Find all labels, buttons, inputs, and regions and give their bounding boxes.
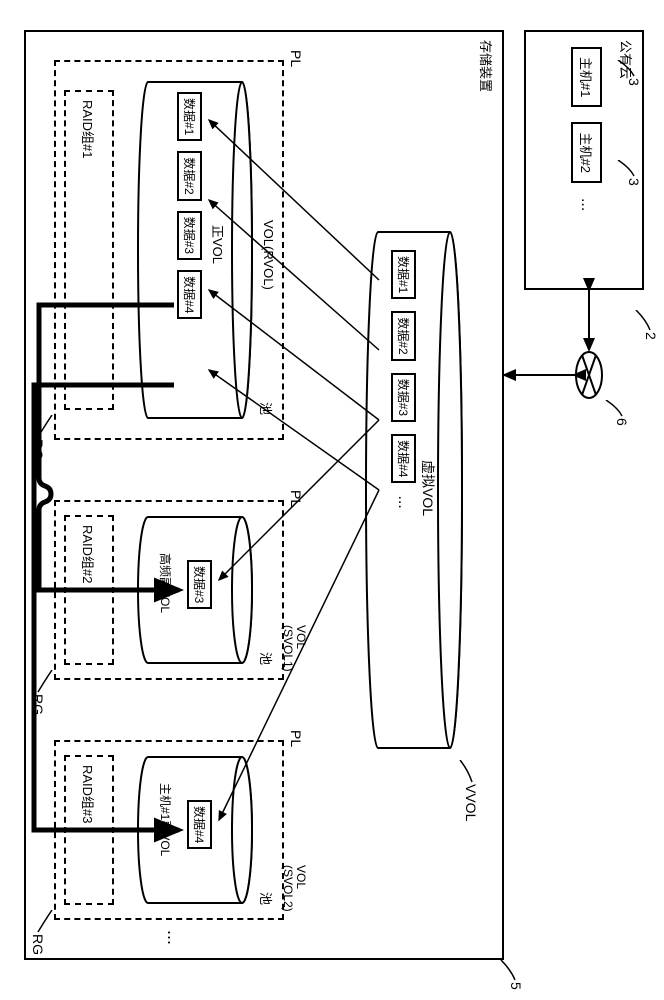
vvol-title: 虚拟VOL <box>418 460 438 516</box>
network-ref: 6 <box>601 400 624 425</box>
rvol-d1: 数据#1 <box>177 92 202 141</box>
host-ellipsis: ... <box>578 198 596 211</box>
svol2-cylinder: 主机#1副VOL 数据#4 <box>134 755 254 905</box>
svol1-d3: 数据#3 <box>187 560 212 609</box>
vvol-label: VVOL <box>453 760 474 790</box>
host-2: 主机#2 <box>571 122 602 182</box>
rvol-title: 正VOL <box>209 225 228 264</box>
raid-2-label: RAID组#2 <box>79 525 98 584</box>
vvol-d3: 数据#3 <box>391 373 416 422</box>
rvol-d2: 数据#2 <box>177 151 202 200</box>
cloud-ref: 2 <box>631 310 654 340</box>
raid-2: RAID组#2 <box>64 515 114 665</box>
rg-label-1: RG <box>33 415 54 443</box>
raid-1-label: RAID组#1 <box>79 100 98 159</box>
pool-svol1-label: 池 <box>257 652 276 665</box>
storage-ellipsis: ... <box>163 930 184 945</box>
pool-rvol-label: 池 <box>257 402 276 415</box>
vvol-d1: 数据#1 <box>391 250 416 299</box>
rg-label-3: RG <box>33 910 54 938</box>
pool-svol2-label: 池 <box>257 892 276 905</box>
storage-title: 存储装置 <box>477 40 496 92</box>
raid-3: RAID组#3 <box>64 755 114 905</box>
svol1-cylinder: 高频副VOL 数据#3 <box>134 515 254 665</box>
network-node <box>574 350 604 400</box>
svol2-label: VOL (SVOL2) <box>281 865 307 912</box>
rvol-d4: 数据#4 <box>177 270 202 319</box>
pl-label-2: PL <box>288 490 304 507</box>
rvol-label: VOL(RVOL) <box>261 220 276 290</box>
svol1-label: VOL (SVOL1) <box>281 625 307 672</box>
rvol-d3: 数据#3 <box>177 211 202 260</box>
svol1-title: 高频副VOL <box>157 553 174 613</box>
pl-label-3: PL <box>288 730 304 747</box>
vvol-d2: 数据#2 <box>391 311 416 360</box>
raid-3-label: RAID组#3 <box>79 765 98 824</box>
storage-ref: 5 <box>496 960 519 990</box>
pl-label-1: PL <box>288 50 304 67</box>
vvol-ellipsis: ... <box>395 495 413 508</box>
svol2-d4: 数据#4 <box>187 800 212 849</box>
host-ref-1: 3 <box>613 60 636 85</box>
rg-label-2: RG <box>33 670 54 698</box>
vvol-cylinder: 虚拟VOL 数据#1 数据#2 数据#3 数据#4 ... <box>364 230 464 750</box>
host-1: 主机#1 <box>571 47 602 107</box>
raid-1: RAID组#1 <box>64 90 114 410</box>
host-ref-2: 3 <box>613 160 636 185</box>
vvol-d4: 数据#4 <box>391 434 416 483</box>
svol2-title: 主机#1副VOL <box>157 783 174 856</box>
rvol-cylinder: 正VOL 数据#1 数据#2 数据#3 数据#4 <box>134 80 254 420</box>
